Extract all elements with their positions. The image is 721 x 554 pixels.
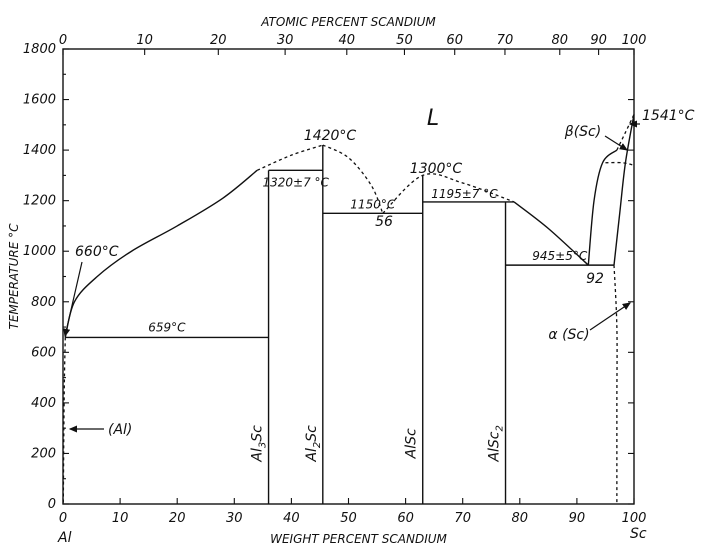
- top-tick-label: 60: [446, 33, 463, 48]
- x-tick-label: 80: [512, 511, 529, 526]
- x-tick-label: 20: [169, 511, 186, 526]
- y-tick-label: 1400: [23, 143, 56, 158]
- top-tick-label: 90: [590, 33, 607, 48]
- invariant-label: 1320±7 °C: [262, 175, 329, 189]
- annotation-label: β(Sc): [564, 124, 601, 140]
- y-tick-label: 1800: [23, 42, 56, 57]
- annotation-label: 56: [375, 214, 393, 230]
- liquidus-dashed-al2sc: [322, 144, 384, 214]
- annotation-label: (Al): [108, 422, 132, 438]
- sc-solvus: [613, 265, 618, 504]
- top-tick-label: 40: [339, 33, 356, 48]
- x-tick-label: 70: [454, 511, 471, 526]
- liquidus-curve-al: [64, 169, 258, 338]
- annotation-label: 1420°C: [304, 128, 357, 144]
- x-tick-label: 60: [397, 511, 414, 526]
- arrow-alpha-sc: [589, 302, 631, 331]
- y-tick-label: 800: [31, 295, 56, 310]
- y-tick-label: 0: [48, 497, 56, 512]
- liquidus-curve-alsc2: [513, 201, 589, 266]
- top-tick-label: 10: [136, 33, 153, 48]
- al-solvus: [62, 337, 66, 505]
- right-element-label: Sc: [630, 526, 647, 542]
- invariant-label: 1150°C: [350, 197, 396, 211]
- x-tick-label: 100: [622, 511, 647, 526]
- y-tick-label: 400: [31, 396, 56, 411]
- top-tick-label: 20: [210, 33, 227, 48]
- arrow-660: [63, 261, 83, 338]
- top-tick-label: 30: [277, 33, 294, 48]
- sc-solidus: [613, 114, 635, 266]
- compound-label: AlSc2: [487, 425, 506, 462]
- y-tick-label: 1600: [23, 93, 56, 108]
- x-tick-label: 90: [569, 511, 586, 526]
- top-tick-label: 100: [622, 33, 647, 48]
- bottom-axis-title: WEIGHT PERCENT SCANDIUM: [270, 532, 447, 546]
- left-element-label: Al: [57, 530, 72, 546]
- top-tick-label: 80: [551, 33, 568, 48]
- invariant-label: 1195±7 °C: [431, 187, 498, 201]
- y-tick-label: 200: [31, 446, 56, 461]
- x-tick-label: 0: [59, 511, 67, 526]
- axes: 0 10 20 30 40 50 60 70 80 90 1000 10 20 30 40 50 60 70 80 9…: [23, 33, 647, 526]
- y-tick-label: 1200: [23, 194, 56, 209]
- annotation-label: 1541°C: [642, 108, 695, 124]
- plot-frame: [62, 48, 635, 505]
- annotation-label: 660°C: [75, 244, 119, 260]
- phase-curves: [62, 114, 635, 505]
- labels: ATOMIC PERCENT SCANDIUM WEIGHT PERCENT SC…: [7, 15, 695, 546]
- top-tick-label: 0: [59, 33, 67, 48]
- compound-label: AlSc: [404, 428, 420, 459]
- liquidus-dashed-al3sc: [256, 144, 324, 171]
- compound-label: Al2Sc: [304, 425, 323, 463]
- annotation-label: 92: [586, 271, 604, 287]
- x-tick-label: 50: [340, 511, 357, 526]
- x-tick-label: 40: [283, 511, 300, 526]
- annotation-label: α (Sc): [548, 327, 589, 343]
- arrow-beta-sc: [604, 135, 629, 151]
- sc-allotropic-transition: [605, 161, 635, 166]
- compound-label: Al3Sc: [250, 425, 269, 463]
- liquidus-dashed-alsc: [382, 173, 515, 214]
- liquidus-dashed-sc: [616, 114, 635, 151]
- x-tick-label: 10: [112, 511, 129, 526]
- invariant-label: 659°C: [148, 320, 186, 334]
- annotation-label: 1300°C: [410, 161, 463, 177]
- y-axis-title: TEMPERATURE °C: [7, 223, 21, 330]
- invariant-label: 945±5°C: [532, 249, 588, 263]
- y-tick-label: 1000: [23, 244, 56, 259]
- top-tick-label: 70: [497, 33, 514, 48]
- phase-region-label: L: [427, 106, 439, 131]
- top-tick-label: 50: [396, 33, 413, 48]
- top-axis-title: ATOMIC PERCENT SCANDIUM: [260, 15, 436, 29]
- liquidus-curve-sc: [587, 149, 618, 266]
- y-tick-label: 600: [31, 345, 56, 360]
- x-tick-label: 30: [226, 511, 243, 526]
